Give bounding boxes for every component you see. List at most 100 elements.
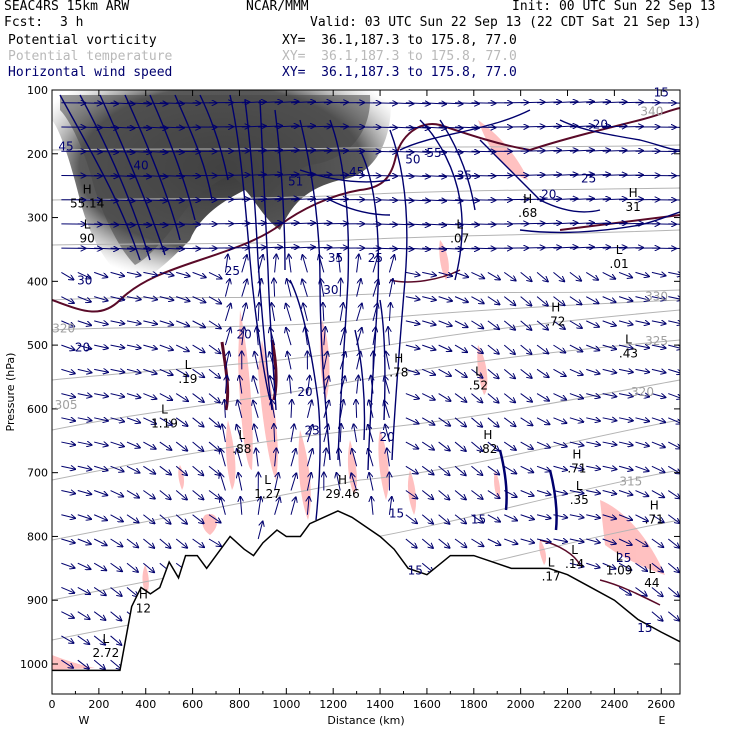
wind-arrow [438, 514, 450, 524]
wind-arrow [126, 151, 151, 152]
wind-arrow [454, 271, 468, 277]
wind-arrow [438, 465, 450, 475]
wind-arrow [143, 417, 156, 424]
wind-arrow [422, 297, 436, 300]
wind-arrow [159, 393, 172, 400]
wind-arrow [569, 539, 584, 542]
wind-arrow [176, 271, 189, 276]
wind-arrow [237, 449, 243, 467]
wind-arrow [290, 473, 296, 491]
wind-arrow [289, 376, 291, 394]
wind-arrow [110, 514, 123, 522]
wind-arrow [405, 200, 430, 201]
wind-arrow [635, 465, 648, 471]
wind-arrow [192, 320, 205, 327]
wind-arrow [93, 635, 105, 645]
wind-arrow [668, 490, 680, 499]
wind-arrow [274, 126, 299, 127]
wind-arrow [94, 200, 118, 201]
extremum-type: H [83, 183, 92, 197]
wind-arrow [143, 224, 167, 225]
wind-arrow [536, 539, 551, 542]
wind-arrow [143, 151, 167, 152]
wind-arrow [61, 418, 75, 421]
wind-arrow [368, 449, 374, 467]
wind-arrow [77, 659, 89, 669]
field-theta-xy: XY= 36.1,187.3 to 175.8, 77.0 [282, 49, 517, 64]
wind-arrow [569, 199, 594, 200]
wind-arrow [323, 425, 328, 443]
wind-arrow [553, 223, 577, 224]
wind-arrow [61, 611, 74, 618]
wind-arrow [520, 393, 532, 402]
wind-arrow [405, 538, 417, 548]
wind-arrow [77, 587, 90, 594]
wind-arrow [618, 587, 631, 594]
wind-arrow [61, 296, 73, 303]
wind-arrow [602, 175, 627, 176]
wind-arrow [287, 279, 292, 297]
wind-arrow [126, 538, 138, 547]
extremum-value: .19 [178, 372, 197, 386]
wind-arrow [487, 465, 499, 474]
y-tick-label: 100 [27, 84, 48, 97]
wind-arrow [208, 417, 220, 427]
wind-arrow [126, 345, 141, 348]
wind-arrow [192, 296, 206, 303]
wind-arrow [126, 441, 140, 448]
wind-arrow [387, 448, 390, 467]
wind-arrow [94, 321, 108, 324]
field-pv-xy: XY= 36.1,187.3 to 175.8, 77.0 [282, 33, 517, 48]
wind-arrow [586, 199, 610, 200]
wind-arrow [61, 515, 75, 518]
wind-arrow [371, 376, 373, 394]
wind-arrow [61, 320, 74, 327]
wind-arrow [602, 102, 627, 103]
wind-arrow [94, 418, 108, 421]
wind-arrow [303, 303, 308, 321]
wind-arrow [422, 248, 446, 249]
wind-arrow [110, 418, 124, 422]
wind-arrow [110, 321, 125, 324]
wind-arrow [569, 150, 594, 151]
wind-arrow [253, 376, 259, 394]
wind-arrow [110, 175, 135, 176]
wind-arrow [635, 562, 647, 571]
wind-arrow [110, 103, 135, 104]
wind-speed-label: 30 [77, 274, 92, 288]
wind-arrow [94, 224, 118, 225]
wind-arrow [503, 320, 515, 330]
wind-arrow [357, 376, 359, 394]
wind-arrow [454, 368, 467, 377]
wind-arrow [455, 224, 479, 225]
wind-arrow [302, 279, 308, 297]
wind-arrow [503, 393, 515, 403]
wind-arrow [94, 271, 107, 277]
wind-arrow [504, 514, 517, 521]
x-tick-label: 1400 [366, 698, 394, 711]
extremum-value: .68 [518, 206, 537, 220]
wind-speed-label: 40 [133, 159, 148, 173]
wind-arrow [143, 248, 167, 249]
wind-arrow [192, 344, 205, 352]
valid-time: Valid: 03 UTC Sun 22 Sep 13 (22 CDT Sat … [310, 15, 702, 30]
wind-arrow [384, 401, 390, 418]
wind-arrow [208, 465, 220, 475]
wind-arrow [651, 297, 666, 300]
wind-arrow [241, 303, 246, 321]
wind-arrow [94, 465, 107, 470]
wind-arrow [258, 497, 261, 515]
wind-arrow [520, 490, 534, 496]
extremum-type: L [456, 218, 463, 232]
wind-arrow [254, 352, 259, 370]
wind-arrow [222, 424, 225, 443]
wind-arrow [307, 126, 331, 127]
wind-arrow [553, 199, 577, 200]
wind-arrow [176, 296, 189, 302]
wind-arrow [93, 659, 105, 669]
wind-arrow [421, 465, 433, 474]
wind-arrow [586, 223, 610, 224]
wind-arrow [274, 247, 299, 248]
wind-arrow [307, 175, 331, 176]
wind-arrow [520, 344, 532, 354]
